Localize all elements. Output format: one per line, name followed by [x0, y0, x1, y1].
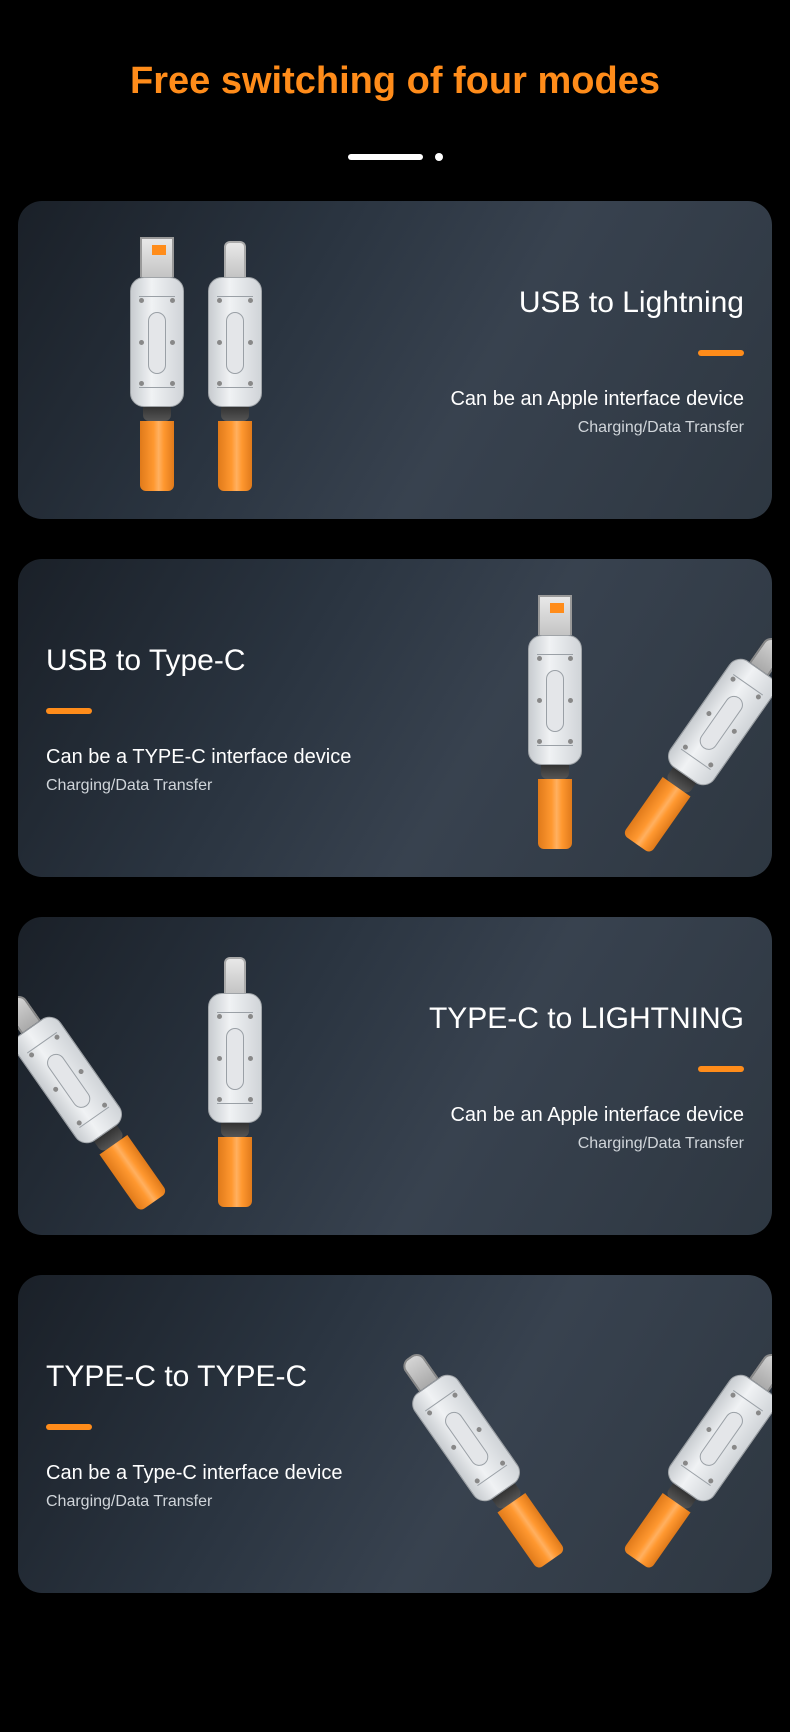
card-subtext: Charging/Data Transfer [46, 1493, 444, 1511]
accent-bar [698, 350, 744, 356]
mode-card-typec-lightning: TYPE-C to LIGHTNING Can be an Apple inte… [18, 917, 772, 1235]
card-title: USB to Lightning [346, 286, 744, 320]
connector-lightning [208, 957, 262, 1207]
header-divider [18, 153, 772, 161]
card-title: TYPE-C to TYPE-C [46, 1360, 444, 1394]
page-title: Free switching of four modes [18, 60, 772, 103]
mode-card-usb-typec: USB to Type-C Can be a TYPE-C interface … [18, 559, 772, 877]
connector-usb [528, 595, 582, 849]
connector-typec [18, 983, 176, 1217]
connector-lightning [208, 241, 262, 491]
card-subtext: Charging/Data Transfer [46, 777, 444, 795]
card-description: Can be an Apple interface device [346, 386, 744, 413]
card-description: Can be an Apple interface device [346, 1102, 744, 1129]
connector-usb [130, 237, 184, 491]
mode-card-typec-typec: TYPE-C to TYPE-C Can be a Type-C interfa… [18, 1275, 772, 1593]
mode-card-usb-lightning: USB to Lightning Can be an Apple interfa… [18, 201, 772, 519]
connector-typec [614, 1341, 772, 1575]
card-description: Can be a Type-C interface device [46, 1460, 444, 1487]
connector-illustration [444, 589, 744, 849]
card-subtext: Charging/Data Transfer [346, 419, 744, 437]
card-description: Can be a TYPE-C interface device [46, 744, 444, 771]
connector-illustration [444, 1305, 744, 1565]
connector-illustration [46, 231, 346, 491]
accent-bar [698, 1066, 744, 1072]
divider-bar [348, 154, 423, 160]
accent-bar [46, 1424, 92, 1430]
card-title: TYPE-C to LIGHTNING [346, 1002, 744, 1036]
accent-bar [46, 708, 92, 714]
card-subtext: Charging/Data Transfer [346, 1135, 744, 1153]
connector-typec [614, 625, 772, 859]
divider-dot [435, 153, 443, 161]
card-title: USB to Type-C [46, 644, 444, 678]
connector-illustration [46, 947, 346, 1207]
